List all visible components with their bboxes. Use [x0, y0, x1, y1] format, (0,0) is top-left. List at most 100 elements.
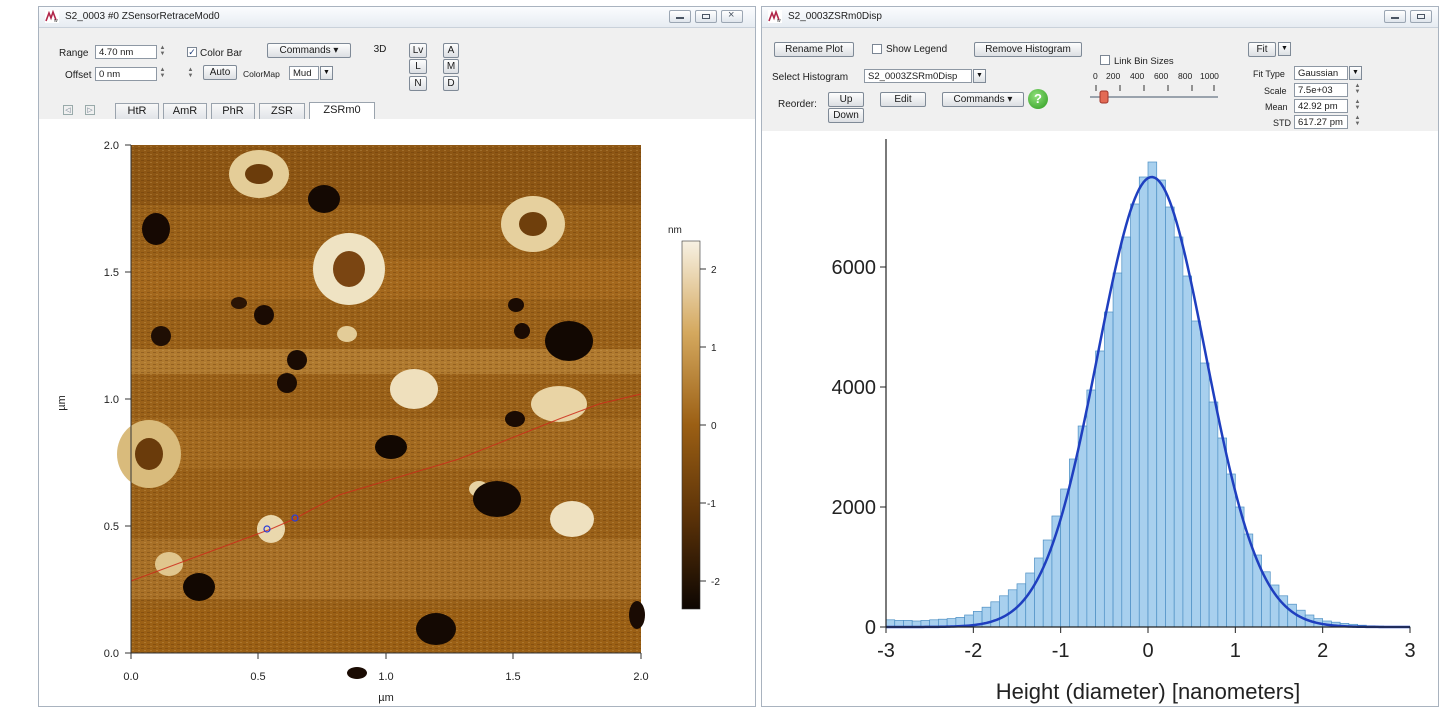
- histogram-bar: [1182, 275, 1193, 628]
- range-field[interactable]: 4.70 nm: [95, 45, 157, 59]
- 3d-button[interactable]: 3D: [373, 44, 387, 55]
- d-button[interactable]: D: [443, 76, 459, 91]
- y-axis-label: µm: [56, 395, 68, 411]
- histogram-bar: [1086, 389, 1096, 628]
- select-histogram-dropdown-arrow[interactable]: ▼: [973, 69, 986, 83]
- link-bin-sizes-label: Link Bin Sizes: [1114, 56, 1174, 67]
- histogram-bars: [885, 161, 1411, 628]
- histogram-bar: [1147, 161, 1158, 628]
- tab-zsrm0[interactable]: ZSRm0: [309, 102, 375, 120]
- color-bar-label: Color Bar: [200, 48, 243, 59]
- x-tick-label: -3: [877, 640, 895, 662]
- tab-phr[interactable]: PhR: [211, 103, 255, 119]
- rename-plot-button[interactable]: Rename Plot: [774, 42, 854, 57]
- histogram-bar: [1200, 362, 1210, 628]
- y-tick-label: 1.0: [104, 394, 119, 406]
- histogram-bar: [1173, 236, 1184, 628]
- tab-amr[interactable]: AmR: [163, 103, 207, 119]
- offset-field[interactable]: 0 nm: [95, 67, 157, 81]
- mean-spinner[interactable]: ▲ ▼: [1354, 99, 1361, 111]
- afm-height-image[interactable]: [117, 145, 645, 679]
- x-tick-label: 2: [1317, 640, 1328, 662]
- histogram-bar: [1121, 236, 1131, 628]
- window-title: S2_0003 #0 ZSensorRetraceMod0: [65, 11, 220, 22]
- histogram-bar: [1130, 203, 1140, 628]
- slider-tick: 1000: [1200, 71, 1219, 81]
- scale-field[interactable]: 7.5e+03: [1294, 83, 1348, 97]
- select-histogram-field[interactable]: S2_0003ZSRm0Disp: [864, 69, 972, 83]
- histogram-x-axis-label: Height (diameter) [nanometers]: [996, 679, 1300, 704]
- y-tick-label: 6000: [832, 257, 877, 279]
- l-button[interactable]: L: [409, 59, 427, 74]
- restore-button[interactable]: [1410, 10, 1432, 23]
- color-bar-tick: 0: [711, 421, 717, 432]
- mean-field[interactable]: 42.92 pm: [1294, 99, 1348, 113]
- histogram-panel: -3 -2 -1 0 1 2 3 0 2000 4000 6000 Height (diamete…: [762, 131, 1438, 706]
- m-button[interactable]: M: [443, 59, 459, 74]
- close-icon: ×: [728, 9, 735, 21]
- colormap-select[interactable]: Mud: [289, 66, 319, 80]
- mean-label: Mean: [1265, 102, 1288, 112]
- minimize-button[interactable]: [1384, 10, 1406, 23]
- x-tick-label: 1: [1230, 640, 1241, 662]
- commands-dropdown[interactable]: Commands ▾: [942, 92, 1024, 107]
- tab-zsr[interactable]: ZSR: [259, 103, 305, 119]
- histogram-bar: [1234, 506, 1245, 628]
- commands-dropdown[interactable]: Commands ▾: [267, 43, 351, 58]
- histogram-bar: [1060, 488, 1070, 628]
- range-lock-spinner[interactable]: ▲ ▼: [187, 67, 194, 79]
- image-x-axis: 0.0 0.5 1.0 1.5 2.0 µm: [123, 653, 649, 704]
- edit-button[interactable]: Edit: [880, 92, 926, 107]
- color-bar-tick: 2: [711, 265, 717, 276]
- color-bar: nm 2 1 0 -1 -2: [668, 225, 720, 610]
- fit-type-dropdown-arrow[interactable]: ▼: [1349, 66, 1362, 80]
- a-button[interactable]: A: [443, 43, 459, 58]
- remove-histogram-button[interactable]: Remove Histogram: [974, 42, 1082, 57]
- slider-thumb[interactable]: [1099, 90, 1109, 104]
- x-tick-label: 3: [1404, 640, 1415, 662]
- colormap-dropdown-arrow[interactable]: ▼: [320, 66, 333, 80]
- gaussian-fit-curve: [886, 175, 1411, 629]
- std-field[interactable]: 617.27 pm: [1294, 115, 1348, 129]
- auto-button[interactable]: Auto: [203, 65, 237, 80]
- minimize-button[interactable]: [669, 10, 691, 23]
- close-button[interactable]: ×: [721, 9, 743, 23]
- x-tick-label: 0.0: [123, 671, 138, 683]
- right-titlebar: w S2_0003ZSRm0Disp: [762, 7, 1438, 28]
- up-button[interactable]: Up: [828, 92, 864, 107]
- question-mark-icon[interactable]: ?: [1028, 89, 1048, 109]
- fit-dropdown-arrow[interactable]: ▼: [1278, 42, 1291, 56]
- histogram-y-ticks: 0 2000 4000 6000: [832, 257, 886, 639]
- color-bar-tick: -2: [711, 577, 720, 588]
- down-button[interactable]: Down: [828, 108, 864, 123]
- bin-size-slider[interactable]: [1088, 83, 1222, 109]
- x-tick-label: 1.5: [505, 671, 520, 683]
- std-spinner[interactable]: ▲ ▼: [1354, 115, 1361, 127]
- link-bin-sizes-checkbox[interactable]: [1100, 55, 1110, 65]
- slider-tick: 200: [1106, 71, 1121, 81]
- slider-tick: 600: [1154, 71, 1169, 81]
- histogram-chart: -3 -2 -1 0 1 2 3 0 2000 4000 6000 Height (diamete…: [832, 139, 1416, 704]
- tab-htr[interactable]: HtR: [115, 103, 159, 119]
- tab-scroll-left-icon[interactable]: ◁: [63, 105, 73, 115]
- fit-button[interactable]: Fit: [1248, 42, 1276, 57]
- fit-type-select[interactable]: Gaussian: [1294, 66, 1348, 80]
- x-axis-label: µm: [378, 692, 394, 704]
- histogram-bar: [1226, 473, 1236, 628]
- svg-text:w: w: [777, 18, 781, 23]
- scale-spinner[interactable]: ▲ ▼: [1354, 83, 1361, 95]
- y-tick-label: 1.5: [104, 267, 119, 279]
- offset-spinner[interactable]: ▲ ▼: [159, 67, 166, 79]
- show-legend-checkbox[interactable]: [872, 44, 882, 54]
- color-bar-checkbox[interactable]: ✓: [187, 47, 197, 57]
- tab-scroll-right-icon[interactable]: ▷: [85, 105, 95, 115]
- restore-button[interactable]: [695, 10, 717, 23]
- y-tick-label: 0.0: [104, 648, 119, 660]
- y-tick-label: 2.0: [104, 140, 119, 152]
- lv-button[interactable]: Lv: [409, 43, 427, 58]
- range-spinner[interactable]: ▲ ▼: [159, 45, 166, 57]
- n-button[interactable]: N: [409, 76, 427, 91]
- left-titlebar: w S2_0003 #0 ZSensorRetraceMod0 ×: [39, 7, 755, 28]
- offset-label: Offset: [65, 70, 92, 81]
- reorder-label: Reorder:: [778, 99, 817, 110]
